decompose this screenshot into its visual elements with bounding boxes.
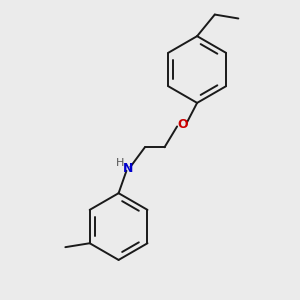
Text: O: O (177, 118, 188, 131)
Text: H: H (116, 158, 124, 168)
Text: N: N (123, 162, 134, 175)
